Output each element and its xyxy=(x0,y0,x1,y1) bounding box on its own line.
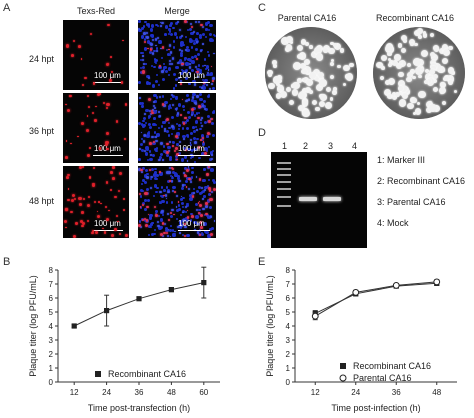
plate-title-parental: Parental CA16 xyxy=(277,13,337,23)
y-tick-label: 4 xyxy=(286,322,291,331)
lane-label-4: 4 xyxy=(352,141,358,151)
data-point xyxy=(168,287,174,293)
y-tick-label: 8 xyxy=(49,266,54,275)
micrograph-merge-48hpt: 100 μm xyxy=(138,166,216,238)
x-tick-label: 48 xyxy=(432,388,441,397)
gel-legend-1: 1: Marker III xyxy=(377,155,426,165)
micrograph-merge-36hpt: 100 μm xyxy=(138,93,216,163)
y-axis-label: Plaque titer (log PFU/mL) xyxy=(28,275,38,377)
scale-label: 100 μm xyxy=(94,219,121,228)
legend-marker xyxy=(340,363,346,369)
data-point xyxy=(352,289,360,296)
x-tick-label: 60 xyxy=(199,388,208,397)
row-label-24hpt: 24 hpt xyxy=(28,54,54,64)
y-tick-label: 0 xyxy=(49,378,54,387)
series-line-0 xyxy=(73,282,204,327)
y-axis-label: Plaque titer (log PFU/mL) xyxy=(265,275,275,377)
lane-label-1: 1 xyxy=(282,141,288,151)
y-tick-label: 8 xyxy=(286,266,291,275)
x-tick-label: 12 xyxy=(311,388,320,397)
x-axis-label: Time post-infection (h) xyxy=(331,403,420,413)
micrograph-merge-24hpt: 100 μm xyxy=(138,20,216,90)
agarose-gel xyxy=(271,152,367,248)
data-point xyxy=(433,278,441,286)
series-line-1 xyxy=(314,281,437,317)
y-tick-label: 6 xyxy=(49,294,54,303)
data-point xyxy=(71,323,77,329)
panel-label-e: E xyxy=(258,256,266,268)
gel-legend-3: 3: Parental CA16 xyxy=(377,197,446,207)
x-tick-label: 48 xyxy=(167,388,176,397)
data-point xyxy=(392,282,400,289)
gel-legend-4: 4: Mock xyxy=(377,218,409,228)
y-tick-label: 3 xyxy=(286,336,291,345)
legend-marker xyxy=(339,374,347,382)
series-line-0 xyxy=(315,282,437,314)
row-label-48hpt: 48 hpt xyxy=(28,196,54,206)
lane-label-2: 2 xyxy=(303,141,309,151)
plaque-plate-recombinant xyxy=(373,27,465,119)
micrograph-red-48hpt: 100 μm xyxy=(63,166,129,238)
y-tick-label: 7 xyxy=(286,280,291,289)
y-tick-label: 1 xyxy=(49,364,54,373)
legend-label: Recombinant CA16 xyxy=(353,361,431,371)
panel-label-d: D xyxy=(258,127,266,139)
legend-label: Recombinant CA16 xyxy=(108,369,186,379)
data-point xyxy=(311,312,319,320)
col-header-texas-red: Texs-Red xyxy=(76,6,115,16)
panel-label-b: B xyxy=(3,256,11,268)
y-tick-label: 2 xyxy=(49,350,54,359)
x-tick-label: 24 xyxy=(102,388,111,397)
data-point xyxy=(104,308,110,314)
y-tick-label: 1 xyxy=(286,364,291,373)
plaque-plate-parental xyxy=(265,27,357,119)
lane-label-3: 3 xyxy=(328,141,334,151)
row-label-36hpt: 36 hpt xyxy=(28,126,54,136)
plate-title-recombinant: Recombinant CA16 xyxy=(375,13,455,23)
y-tick-label: 7 xyxy=(49,280,54,289)
y-tick-label: 2 xyxy=(286,350,291,359)
data-point xyxy=(201,280,207,286)
x-tick-label: 12 xyxy=(70,388,79,397)
y-tick-label: 4 xyxy=(49,322,54,331)
micrograph-red-24hpt: 100 μm xyxy=(63,20,129,90)
y-tick-label: 0 xyxy=(286,378,291,387)
legend-marker xyxy=(95,371,101,377)
panel-label-a: A xyxy=(3,2,11,14)
x-axis-label: Time post-transfection (h) xyxy=(88,403,190,413)
micrograph-red-36hpt: 100 μm xyxy=(63,93,129,163)
panel-label-c: C xyxy=(258,2,266,14)
y-tick-label: 5 xyxy=(286,308,291,317)
scale-label: 100 μm xyxy=(94,71,121,80)
x-tick-label: 36 xyxy=(392,388,401,397)
y-tick-label: 5 xyxy=(49,308,54,317)
gel-legend-2: 2: Recombinant CA16 xyxy=(377,176,466,186)
y-tick-label: 6 xyxy=(286,294,291,303)
y-tick-label: 3 xyxy=(49,336,54,345)
col-header-merge: Merge xyxy=(164,6,190,16)
legend-label: Parental CA16 xyxy=(353,373,412,383)
x-tick-label: 24 xyxy=(351,388,360,397)
x-tick-label: 36 xyxy=(135,388,144,397)
data-point xyxy=(136,296,142,302)
